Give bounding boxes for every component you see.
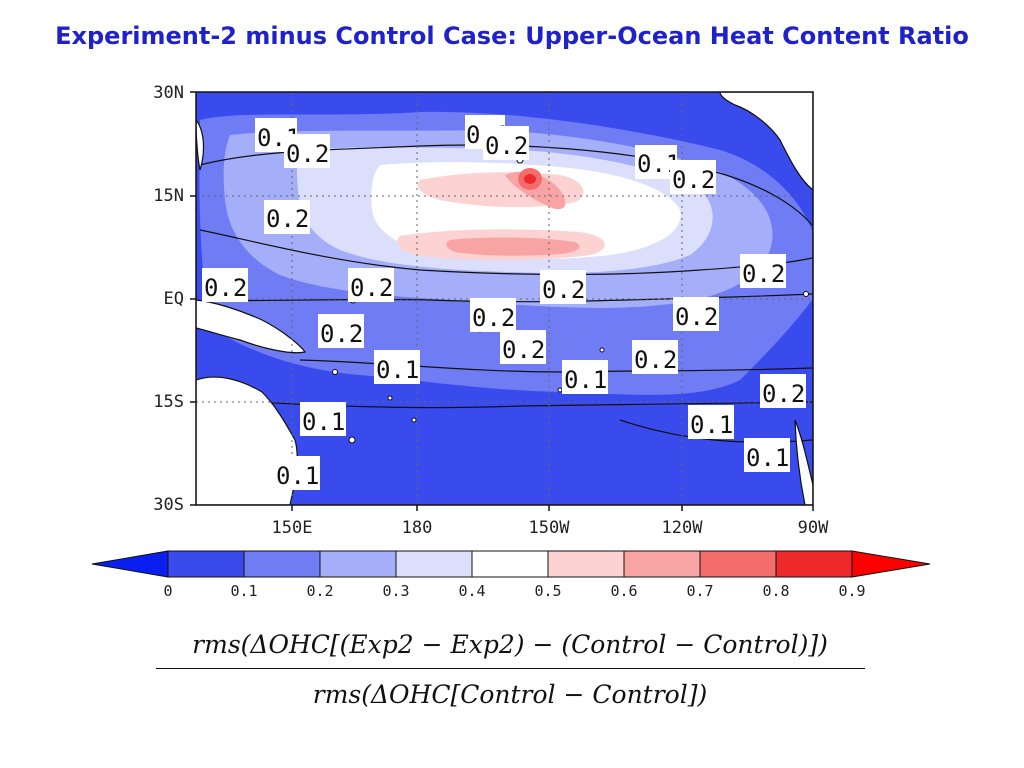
contour-label: 0.1: [688, 405, 734, 439]
lat-tick-label: 15N: [153, 186, 184, 206]
colorbar-tick-label: 0: [163, 582, 173, 600]
colorbar-tick-label: 0.3: [382, 582, 410, 600]
svg-text:0.2: 0.2: [675, 303, 718, 331]
lat-tick-label: 30S: [153, 495, 184, 515]
svg-text:0.2: 0.2: [485, 132, 528, 160]
contour-label: 0.2: [318, 314, 364, 348]
contour-label: 0.1: [374, 350, 420, 384]
contour-label: 0.1: [562, 360, 608, 394]
lon-tick-label: 120W: [661, 518, 703, 538]
contour-label: 0.2: [760, 374, 806, 408]
colorbar-tick-label: 0.4: [458, 582, 486, 600]
maximum-core: [524, 174, 536, 184]
colorbar-high-arrow: [851, 550, 931, 578]
svg-text:0.2: 0.2: [286, 140, 329, 168]
contour-label: 0.2: [670, 160, 716, 194]
contour-label: 0.2: [632, 340, 678, 374]
svg-text:0.1: 0.1: [276, 462, 319, 490]
lat-tick-label: 15S: [153, 392, 184, 412]
lon-tick-label: 150E: [271, 518, 313, 538]
svg-text:0.1: 0.1: [564, 366, 607, 394]
contour-label: 0.2: [673, 297, 719, 331]
colorbar-tick-label: 0.1: [230, 582, 258, 600]
contour-label: 0.2: [740, 254, 786, 288]
north-america-coast: [719, 92, 813, 191]
contour-label: 0.2: [500, 330, 546, 364]
svg-text:0.2: 0.2: [742, 260, 785, 288]
svg-text:0.2: 0.2: [634, 346, 677, 374]
formula-numerator: rms(ΔOHC[(Exp2 − Exp2) − (Control − Cont…: [192, 630, 828, 659]
contour-label: 0.2: [470, 298, 516, 332]
contour-label: 0.1: [744, 438, 790, 472]
svg-text:0.1: 0.1: [376, 356, 419, 384]
patch-0.7: [446, 237, 580, 256]
colorbar-tick-label: 0.2: [306, 582, 334, 600]
svg-text:0.2: 0.2: [762, 380, 805, 408]
contour-label: 0.2: [284, 134, 330, 168]
formula-denominator: rms(ΔOHC[Control − Control]): [312, 680, 708, 709]
contour-label: 0.2: [540, 270, 586, 304]
colorbar-tick-label: 0.7: [686, 582, 714, 600]
new-guinea: [196, 299, 307, 354]
colorbar-low-arrow: [91, 550, 169, 578]
fraction-bar: [156, 668, 865, 669]
colorbar: [91, 550, 931, 578]
slide-title: Experiment-2 minus Control Case: Upper-O…: [55, 22, 969, 50]
svg-text:0.2: 0.2: [672, 166, 715, 194]
svg-text:0.2: 0.2: [204, 274, 247, 302]
lat-tick-label: 30N: [153, 83, 184, 103]
svg-text:0.2: 0.2: [320, 320, 363, 348]
svg-text:0.2: 0.2: [472, 304, 515, 332]
contour-label: 0.2: [264, 200, 310, 234]
svg-text:0.1: 0.1: [302, 408, 345, 436]
contour-label: 0.1: [274, 456, 320, 490]
svg-text:0.2: 0.2: [266, 205, 309, 233]
contour-band-0.1-south: [196, 430, 813, 505]
svg-text:0.1: 0.1: [746, 444, 789, 472]
lon-tick-label: 150W: [528, 518, 570, 538]
svg-text:0.1: 0.1: [690, 411, 733, 439]
lon-tick-label: 180: [401, 518, 433, 538]
svg-text:0.2: 0.2: [542, 276, 585, 304]
colorbar-tick-label: 0.8: [762, 582, 790, 600]
svg-text:0.2: 0.2: [502, 336, 545, 364]
contour-label: 0.2: [202, 268, 248, 302]
lat-tick-label: EQ: [163, 289, 184, 309]
lon-tick-label: 90W: [797, 518, 829, 538]
contour-label: 0.2: [483, 126, 529, 160]
colorbar-tick-label: 0.6: [610, 582, 638, 600]
colorbar-tick-label: 0.9: [838, 582, 866, 600]
contour-label: 0.2: [348, 268, 394, 302]
contour-label: 0.1: [300, 402, 346, 436]
colorbar-tick-label: 0.5: [534, 582, 562, 600]
svg-text:0.2: 0.2: [350, 274, 393, 302]
south-america-coast: [794, 419, 813, 505]
